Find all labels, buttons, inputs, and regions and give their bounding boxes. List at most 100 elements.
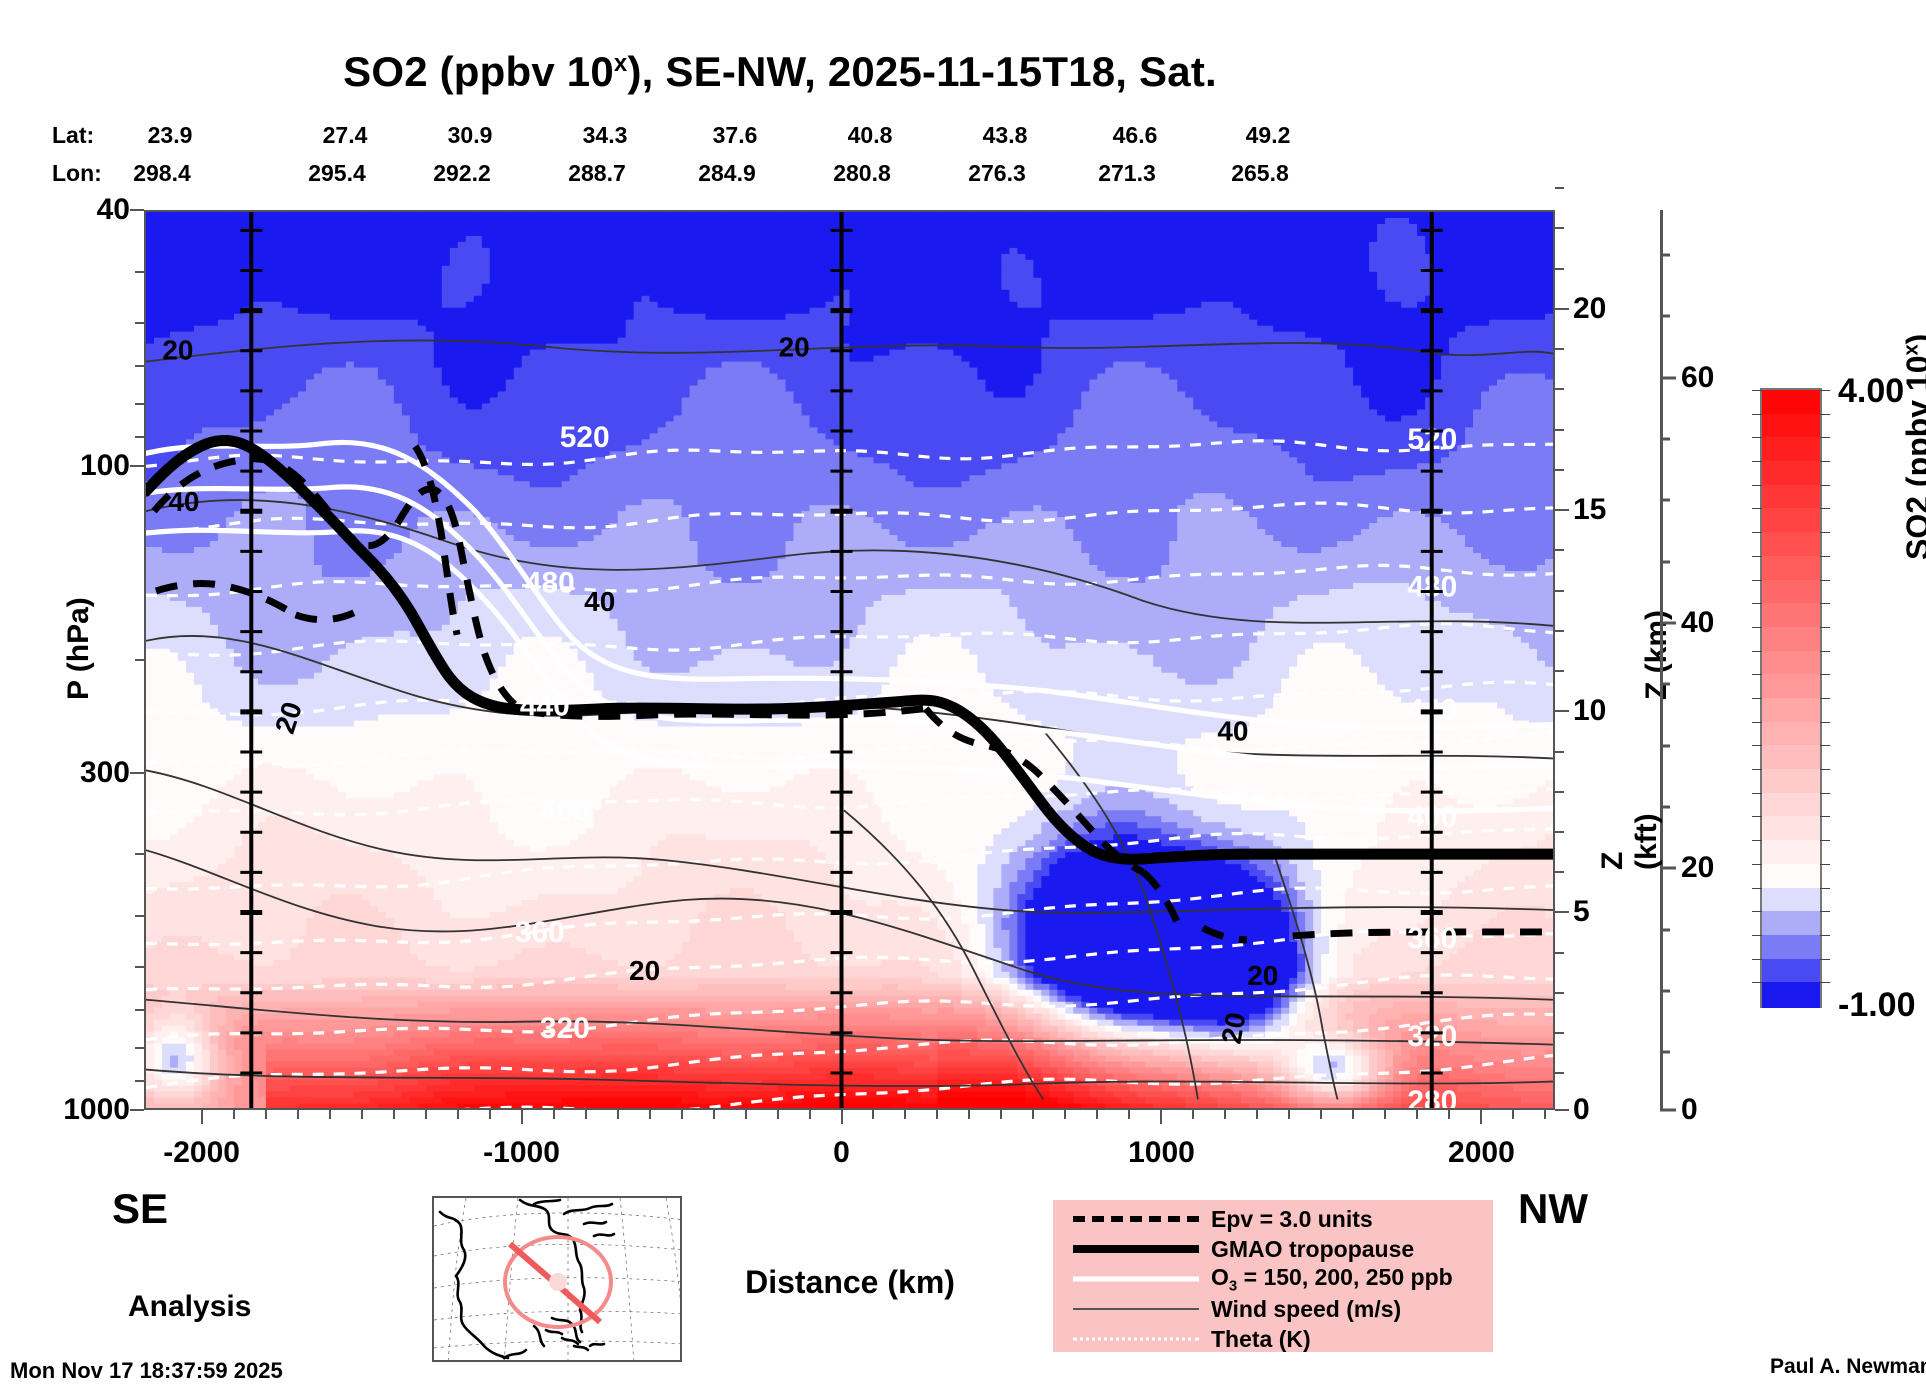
y-axis-minor-tick xyxy=(135,322,144,325)
colorbar-segment xyxy=(1762,816,1820,842)
wind-label-40: 40 xyxy=(584,586,615,617)
colorbar-segment xyxy=(1762,437,1820,463)
legend-item: Wind speed (m/s) xyxy=(1061,1294,1493,1324)
z-kft-axis: 0 20 40 60 Z (kft) xyxy=(1596,210,1714,1126)
x-axis-minor-tick xyxy=(1224,1110,1227,1119)
x-axis-minor-tick xyxy=(1512,1110,1515,1119)
direction-label-nw: NW xyxy=(1518,1185,1588,1233)
z-km-tick-mark xyxy=(1555,710,1569,713)
colorbar-tick xyxy=(1820,674,1830,676)
x-axis-minor-tick xyxy=(456,1110,459,1119)
x-axis-minor-tick xyxy=(904,1110,907,1119)
theta-label-mid: 520 xyxy=(560,421,610,454)
lat-value: 27.4 xyxy=(285,122,405,149)
lat-value: 30.9 xyxy=(410,122,530,149)
x-axis-minor-tick xyxy=(328,1110,331,1119)
epv-contour-line xyxy=(923,706,1145,876)
lon-value: 284.9 xyxy=(667,160,787,187)
z-kft-tick-label: 40 xyxy=(1663,606,1714,640)
colorbar-tick xyxy=(1752,579,1762,581)
z-kft-tick-mark xyxy=(1660,1108,1676,1112)
lon-value: 265.8 xyxy=(1200,160,1320,187)
colorbar-segment xyxy=(1762,769,1820,795)
wind-speed-contour-line xyxy=(1042,729,1199,1100)
cross-section-plot[interactable]: 2020402040402020205204804404003603205204… xyxy=(144,210,1555,1110)
z-km-minor-tick xyxy=(1555,227,1564,230)
z-km-minor-tick xyxy=(1555,790,1564,793)
y-axis-label: P (hPa) xyxy=(62,597,96,700)
lat-value: 43.8 xyxy=(945,122,1065,149)
colorbar-tick xyxy=(1820,508,1830,510)
y-axis-tick-label: 300 xyxy=(80,756,144,790)
z-kft-minor-tick xyxy=(1660,682,1670,686)
x-axis-minor-tick xyxy=(1096,1110,1099,1119)
x-axis-minor-tick xyxy=(232,1110,235,1119)
colorbar-tick xyxy=(1752,650,1762,652)
wind-speed-contour-line xyxy=(146,499,1553,627)
x-axis-minor-tick xyxy=(1448,1110,1451,1119)
x-axis-ticks: -2000 -1000 0 1000 2000 xyxy=(144,210,1555,1169)
theta-contour-line xyxy=(146,884,1553,947)
wind-speed-contour-line xyxy=(146,1068,1553,1087)
legend-swatch-dashed-black xyxy=(1061,1204,1211,1234)
lat-row-label: Lat: xyxy=(52,122,94,149)
lat-value: 23.9 xyxy=(110,122,230,149)
x-axis-minor-tick xyxy=(1352,1110,1355,1119)
x-axis-tick-label: -2000 xyxy=(163,1110,240,1170)
theta-contour-line xyxy=(146,827,1553,891)
z-kft-tick-label: 60 xyxy=(1663,361,1714,395)
legend-item: Theta (K) xyxy=(1061,1324,1493,1354)
colorbar-tick xyxy=(1752,792,1762,794)
colorbar-gradient xyxy=(1752,390,1830,1008)
colorbar-segment xyxy=(1762,721,1820,748)
ozone-contours xyxy=(146,439,1553,814)
theta-label-mid: 360 xyxy=(515,916,565,949)
y-axis-minor-tick xyxy=(135,365,144,368)
lon-row-label: Lon: xyxy=(52,160,102,187)
z-km-tick-mark xyxy=(1555,1109,1569,1111)
lat-value: 37.6 xyxy=(675,122,795,149)
x-axis-minor-tick xyxy=(680,1110,683,1119)
colorbar-tick xyxy=(1752,484,1762,486)
y-axis-tick-mark xyxy=(130,209,144,211)
x-axis-minor-tick xyxy=(616,1110,619,1119)
colorbar-segment xyxy=(1762,484,1820,511)
z-km-minor-tick xyxy=(1555,468,1564,471)
colorbar-tick xyxy=(1752,626,1762,628)
lon-value: 298.4 xyxy=(102,160,222,187)
legend-item-label: GMAO tropopause xyxy=(1211,1236,1414,1263)
theta-contour-line xyxy=(146,973,1553,1042)
colorbar-segment xyxy=(1762,698,1820,724)
y-axis-minor-tick xyxy=(135,435,144,438)
colorbar-tick xyxy=(1820,863,1830,865)
x-axis-tick-label: 1000 xyxy=(1128,1110,1195,1170)
x-axis-minor-tick xyxy=(872,1110,875,1119)
z-kft-tick-mark xyxy=(1660,376,1676,380)
x-axis-tick-label: -1000 xyxy=(483,1110,560,1170)
colorbar-segment xyxy=(1762,863,1820,890)
z-kft-minor-tick xyxy=(1660,314,1670,318)
z-km-minor-tick xyxy=(1555,348,1564,351)
wind-speed-contour-line xyxy=(1271,849,1339,1100)
theta-label-mid: 440 xyxy=(520,690,570,723)
x-axis-minor-tick xyxy=(1320,1110,1323,1119)
z-km-minor-tick xyxy=(1555,831,1564,834)
inset-locator-map[interactable] xyxy=(432,1196,682,1362)
epv-contour-line xyxy=(1292,928,1553,940)
colorbar[interactable] xyxy=(1752,388,1830,1008)
z-km-minor-tick xyxy=(1555,871,1564,874)
colorbar-tick xyxy=(1820,840,1830,842)
theta-contour-line xyxy=(146,929,1553,992)
x-axis-minor-tick xyxy=(648,1110,651,1119)
z-kft-minor-tick xyxy=(1660,928,1670,932)
z-km-minor-tick xyxy=(1555,1032,1564,1035)
colorbar-tick xyxy=(1752,674,1762,676)
epv-contour xyxy=(151,444,1553,944)
wind-label-20: 20 xyxy=(1216,1010,1252,1046)
colorbar-segment xyxy=(1762,887,1820,914)
z-kft-minor-tick xyxy=(1660,989,1670,993)
legend-box: Epv = 3.0 units GMAO tropopause O3 = 150, … xyxy=(1053,1200,1493,1352)
colorbar-tick xyxy=(1820,437,1830,439)
theta-labels: 520480440400360320520480440400360320280 xyxy=(515,421,1457,1108)
x-axis-tick-mark xyxy=(1480,1110,1483,1124)
